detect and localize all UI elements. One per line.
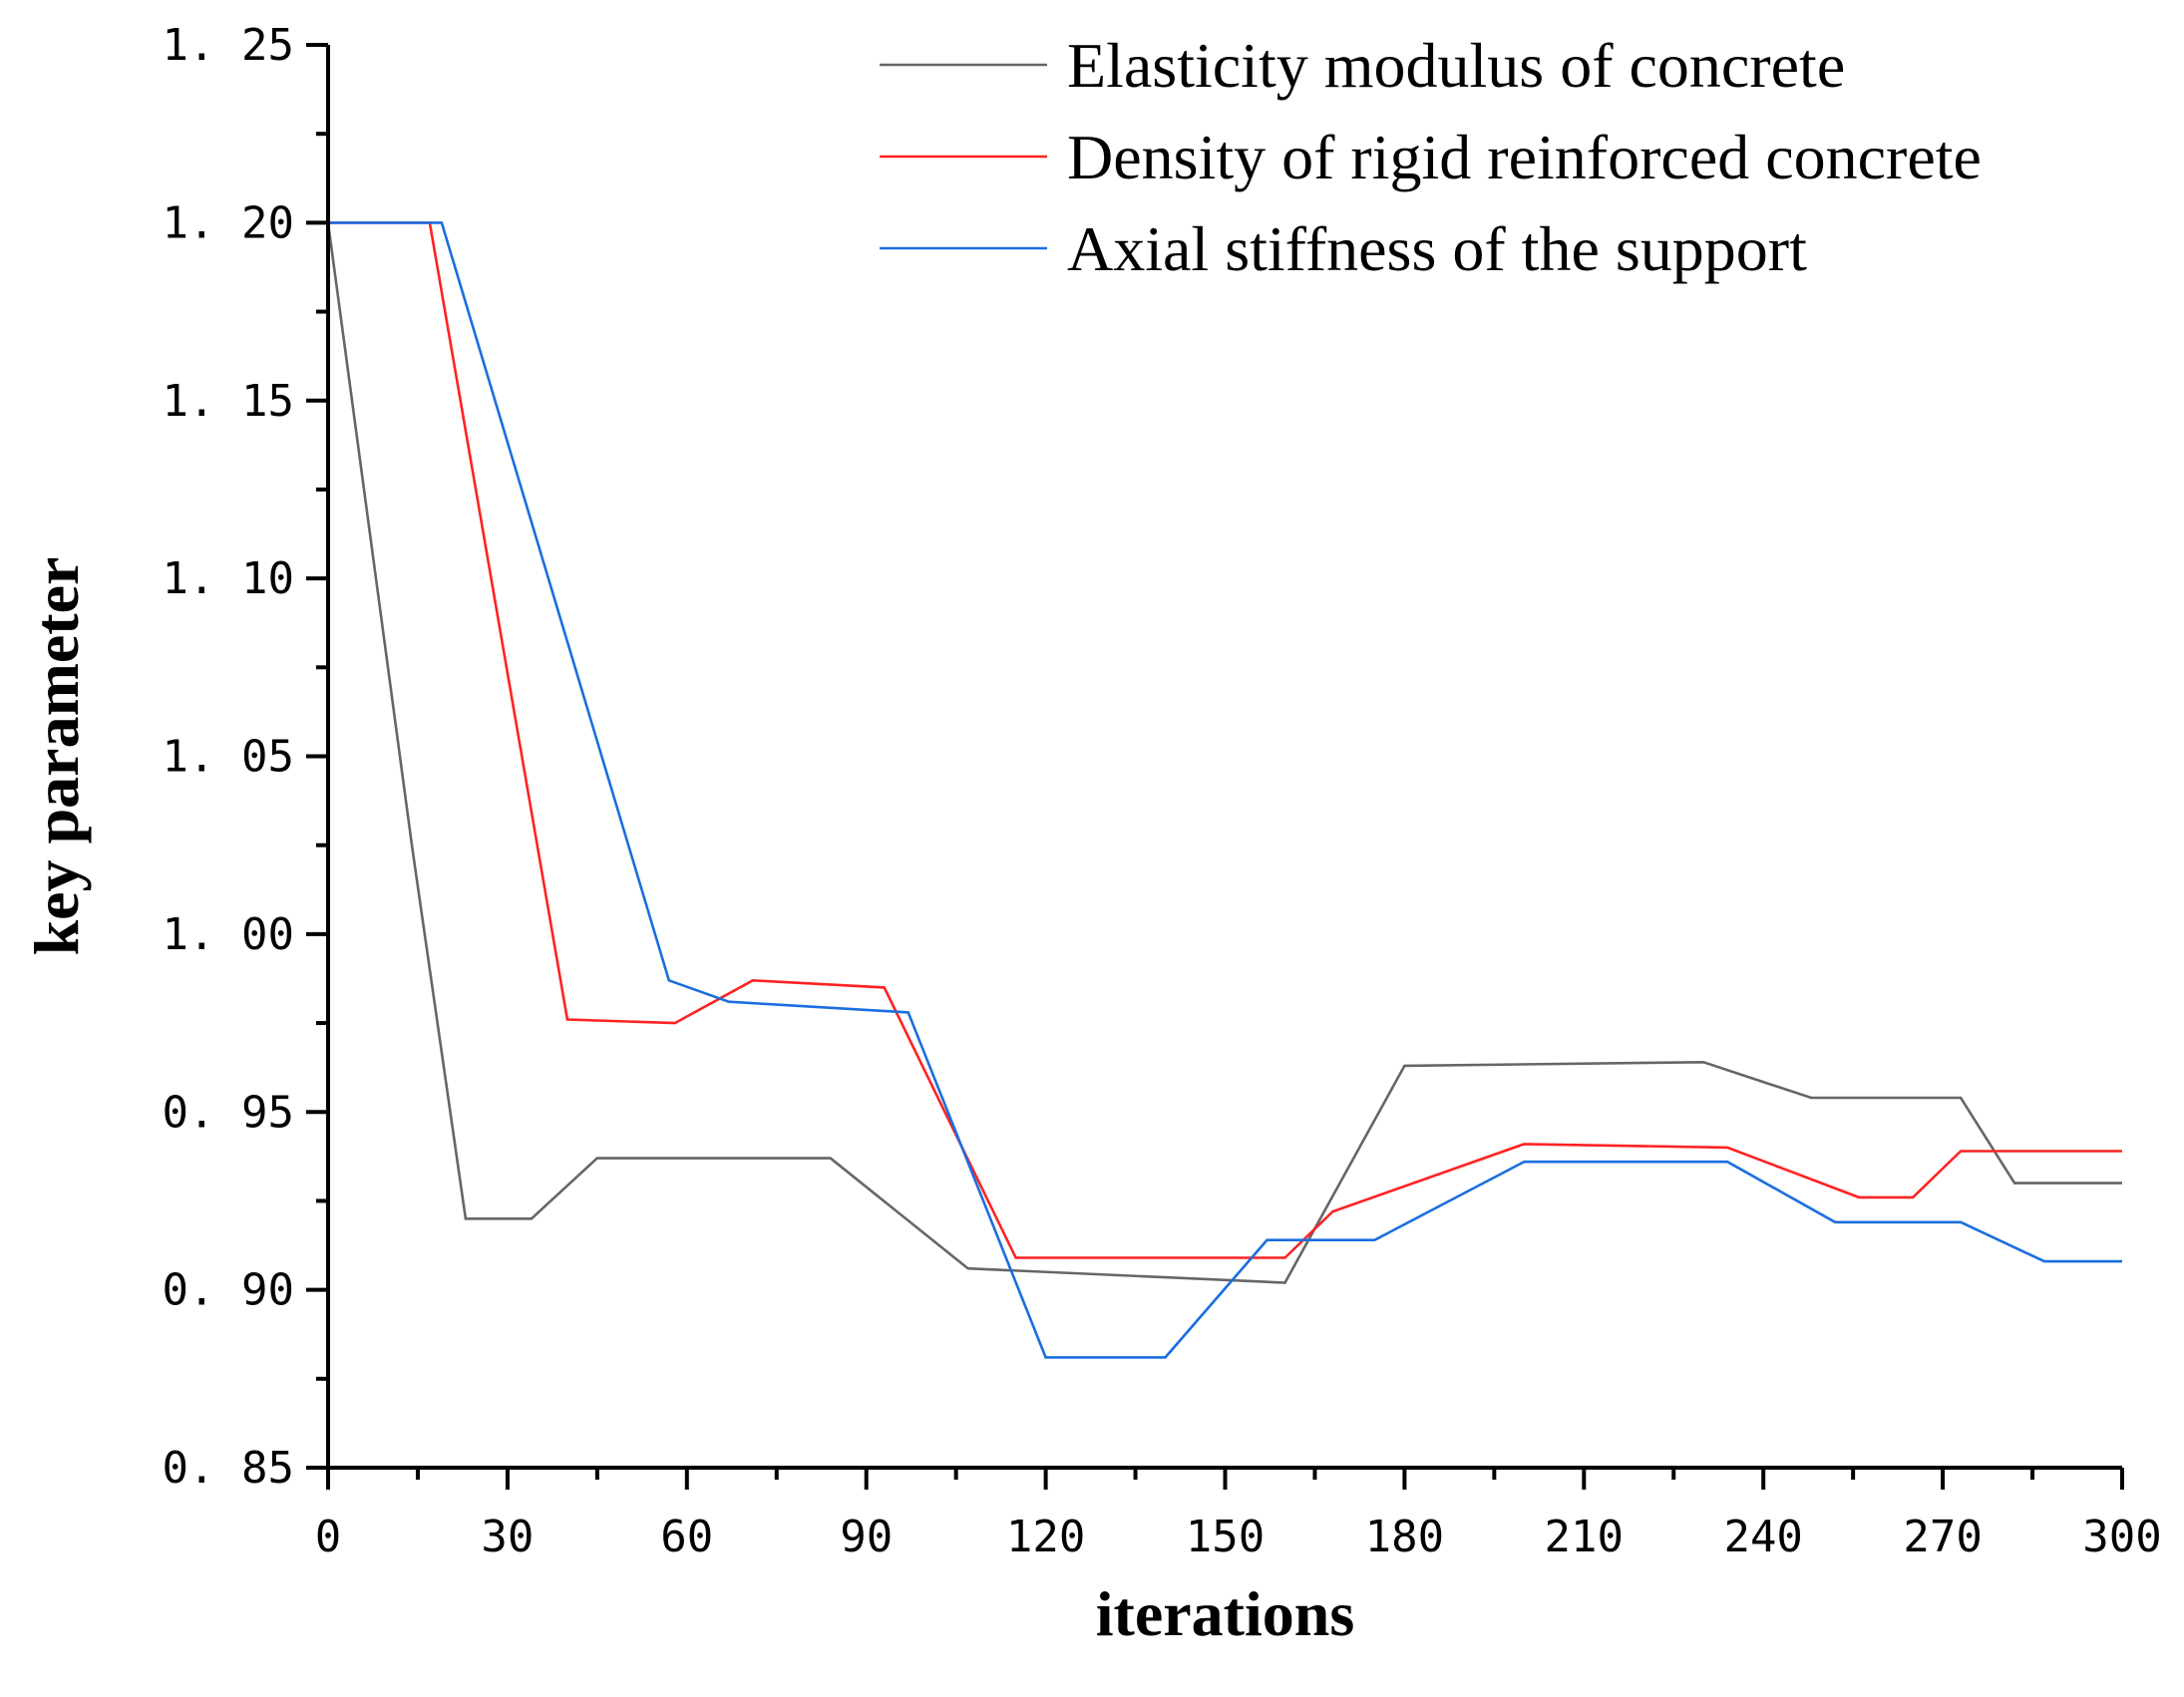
series-layer: [326, 221, 2122, 1359]
y-tick-label: 1. 20: [163, 197, 294, 248]
x-tick-label: 30: [481, 1512, 534, 1562]
y-tick-label: 1. 00: [163, 909, 294, 960]
x-tick-label: 180: [1365, 1512, 1444, 1562]
y-tick-label: 1. 25: [163, 20, 294, 71]
legend-label-1: Elasticity modulus of concrete: [1067, 30, 1845, 101]
axes-layer: 0 30 60 90 120 150 180 210 240 270 300 0. 85 0. 90 0.…: [163, 20, 2162, 1562]
y-tick-label: 0. 90: [163, 1265, 294, 1316]
x-axis-title: iterations: [1096, 1578, 1355, 1649]
x-tick-label: 0: [315, 1512, 342, 1562]
y-tick-label: 0. 85: [163, 1443, 294, 1494]
series-line-2: [328, 221, 2122, 1259]
y-tick-label: 0. 95: [163, 1087, 294, 1138]
x-tick-label: 210: [1545, 1512, 1624, 1562]
legend: Elasticity modulus of concrete Density of…: [880, 30, 1982, 284]
x-tick-label: 240: [1723, 1512, 1802, 1562]
x-tick-label: 150: [1186, 1512, 1265, 1562]
series-line-3: [328, 221, 2122, 1359]
y-tick-label: 1. 15: [163, 376, 294, 427]
x-tick-label: 90: [840, 1512, 893, 1562]
x-tick-label: 120: [1006, 1512, 1085, 1562]
y-axis-title: key parameter: [21, 557, 92, 956]
legend-label-3: Axial stiffness of the support: [1067, 213, 1807, 284]
x-tick-label: 60: [660, 1512, 713, 1562]
y-tick-label: 1. 10: [163, 553, 294, 604]
legend-label-2: Density of rigid reinforced concrete: [1067, 122, 1982, 192]
x-tick-label: 270: [1903, 1512, 1982, 1562]
series-line-1: [326, 222, 2122, 1284]
y-tick-label: 1. 05: [163, 732, 294, 783]
x-tick-label: 300: [2082, 1512, 2161, 1562]
